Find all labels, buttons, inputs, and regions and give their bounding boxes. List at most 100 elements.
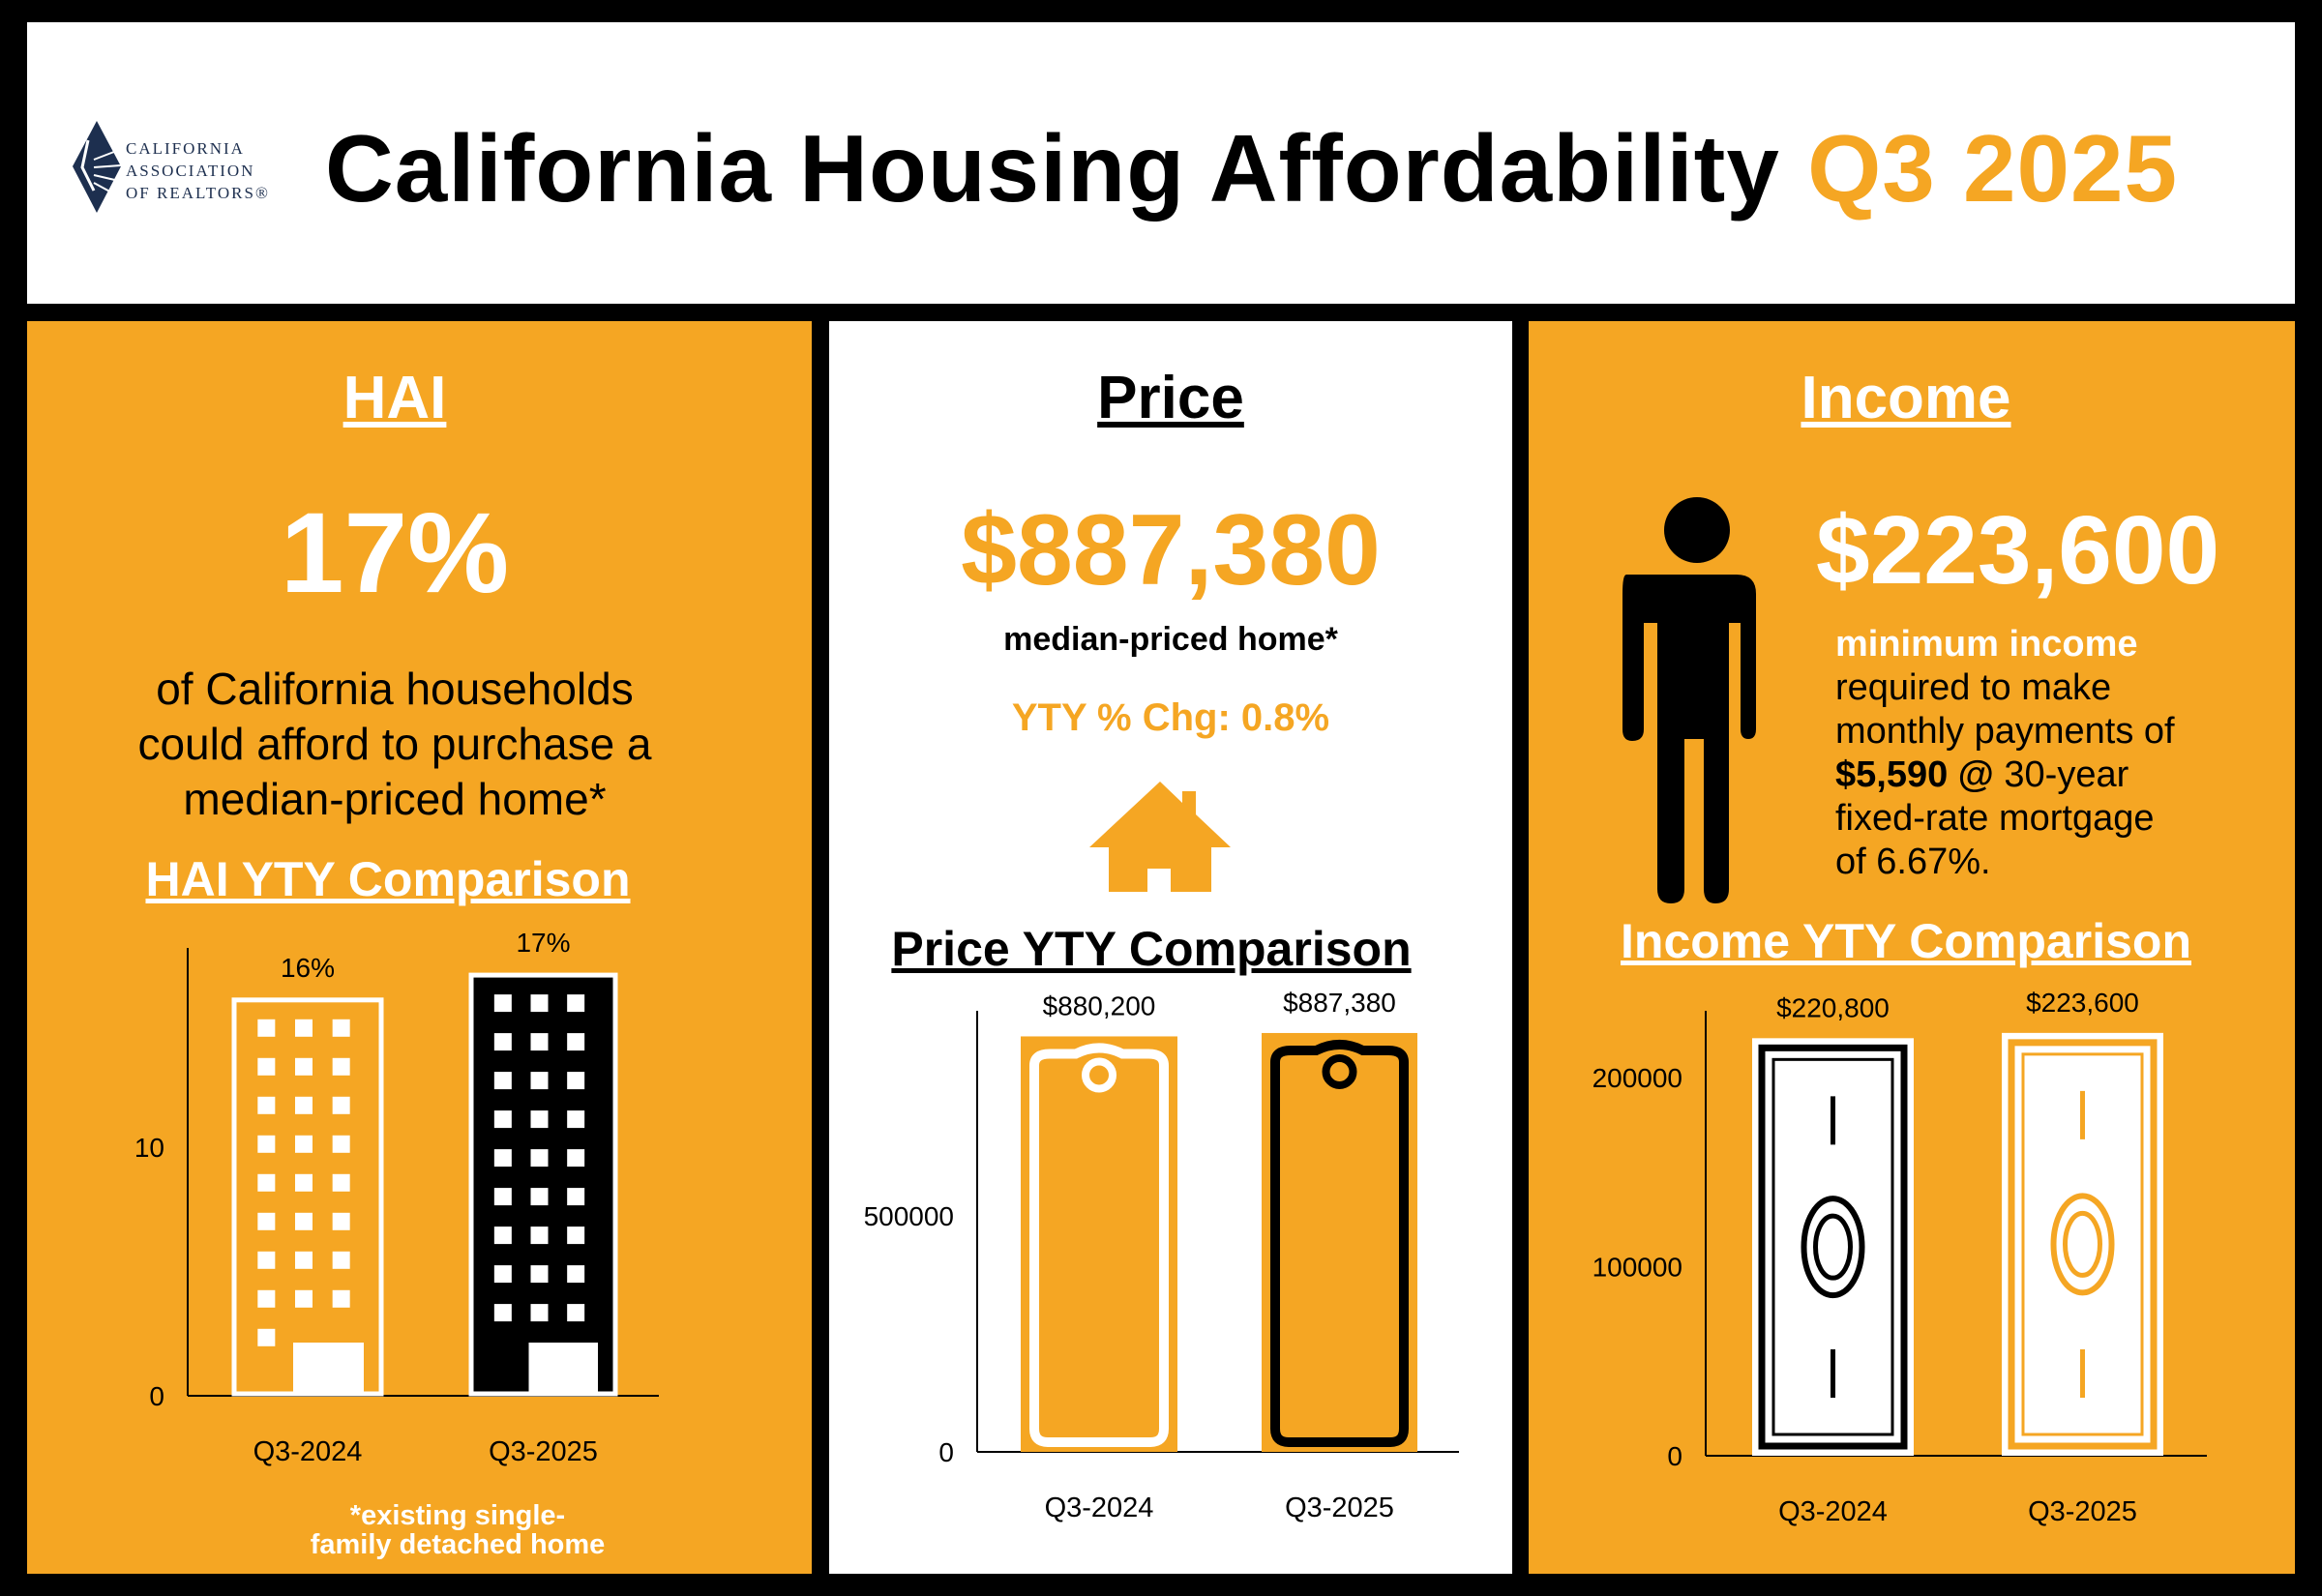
window	[567, 1149, 585, 1167]
window	[567, 1227, 585, 1245]
window	[257, 1057, 276, 1076]
price-comparison-heading: Price YTY Comparison	[891, 922, 1412, 976]
desc-line-payment: $5,590 @ 30-year	[1835, 754, 2175, 797]
logo-line: ASSOCIATION	[126, 162, 255, 180]
bar	[1021, 1036, 1177, 1452]
window	[567, 1304, 585, 1322]
price-heading: Price	[1097, 365, 1244, 431]
desc-line: of California households	[156, 664, 634, 714]
y-tick-label: 0	[1667, 1441, 1682, 1471]
bill-seal-inner	[2063, 1210, 2102, 1278]
window	[493, 994, 512, 1013]
bill-border	[2008, 1039, 2158, 1450]
window	[332, 1289, 350, 1308]
window	[567, 1110, 585, 1129]
window	[493, 1149, 512, 1167]
person-icon	[1622, 497, 1756, 903]
price-tag-icon	[1262, 1032, 1417, 1452]
footnote-line: family detached home	[310, 1529, 606, 1560]
hai-comparison-heading: HAI YTY Comparison	[145, 852, 631, 906]
window	[493, 1227, 512, 1245]
hai-panel: HAI 17% of California households could a…	[27, 321, 812, 1574]
dollar-bill-icon	[1752, 1038, 1914, 1456]
bill-inner-border	[1771, 1057, 1894, 1436]
house-icon	[1089, 782, 1231, 892]
logo-line: OF REALTORS®	[126, 184, 270, 202]
income-heading: Income	[1801, 365, 2011, 431]
window	[257, 1328, 276, 1346]
window	[257, 1019, 276, 1037]
desc-line: monthly payments of	[1835, 711, 2175, 752]
bar	[1262, 1032, 1417, 1452]
window	[493, 1110, 512, 1129]
dollar-bill-icon	[2002, 1032, 2163, 1456]
x-tick-label: Q3-2025	[489, 1436, 598, 1467]
y-tick-label: 500000	[864, 1201, 954, 1231]
x-tick-label: Q3-2025	[2028, 1496, 2137, 1527]
door	[293, 1343, 364, 1394]
window	[295, 1173, 313, 1192]
income-value: $223,600	[1816, 496, 2220, 605]
window	[257, 1173, 276, 1192]
window	[257, 1289, 276, 1308]
term: 30-year	[1993, 754, 2129, 795]
title-period: Q3 2025	[1807, 115, 2179, 222]
window	[530, 1304, 549, 1322]
window	[332, 1096, 350, 1114]
bill-border	[1758, 1044, 1908, 1450]
y-tick-label: 10	[134, 1133, 164, 1163]
x-tick-label: Q3-2024	[1778, 1496, 1888, 1527]
y-tick-label: 100000	[1593, 1253, 1682, 1283]
window	[493, 1072, 512, 1090]
price-description: median-priced home*	[1003, 621, 1338, 658]
payment-amount: $5,590 @	[1835, 754, 1994, 795]
price-tag-hole	[1082, 1057, 1116, 1093]
x-tick-label: Q3-2024	[1045, 1493, 1154, 1523]
data-label: 16%	[281, 953, 335, 983]
window	[257, 1251, 276, 1269]
title-text: California Housing Affordability	[325, 115, 1780, 222]
desc-highlight: minimum income	[1835, 624, 2138, 665]
header: CALIFORNIA ASSOCIATION OF REALTORS® Cali…	[27, 22, 2295, 304]
desc-line: median-priced home*	[183, 774, 607, 824]
price-tag-icon	[1021, 1036, 1177, 1452]
desc-line: of 6.67%.	[1835, 842, 1991, 882]
hai-description: of California households could afford to…	[27, 662, 762, 827]
window	[295, 1289, 313, 1308]
window	[257, 1135, 276, 1153]
income-comparison-heading: Income YTY Comparison	[1621, 914, 2191, 968]
window	[567, 1072, 585, 1090]
window	[530, 1265, 549, 1284]
data-label: $223,600	[2026, 988, 2139, 1018]
data-label: $887,380	[1283, 988, 1396, 1018]
window	[295, 1251, 313, 1269]
logo-text: CALIFORNIA ASSOCIATION OF REALTORS®	[126, 137, 270, 204]
window	[530, 1072, 549, 1090]
price-value: $887,380	[961, 494, 1381, 606]
bill-inner-border	[2021, 1052, 2144, 1436]
y-tick-label: 0	[938, 1437, 954, 1467]
price-tag-hole	[1322, 1053, 1357, 1089]
window	[257, 1212, 276, 1230]
window	[530, 1188, 549, 1206]
x-tick-label: Q3-2024	[253, 1436, 363, 1467]
hai-heading: HAI	[342, 365, 447, 431]
building-icon	[231, 997, 384, 1397]
price-tag-outline	[1270, 1039, 1409, 1447]
window	[332, 1135, 350, 1153]
window	[257, 1096, 276, 1114]
window	[493, 1033, 512, 1051]
price-yty-change: YTY % Chg: 0.8%	[1011, 696, 1330, 739]
y-tick-label: 0	[149, 1381, 164, 1411]
window	[493, 1265, 512, 1284]
building-icon	[468, 972, 618, 1397]
window	[332, 1173, 350, 1192]
window	[567, 1265, 585, 1284]
data-label: $220,800	[1776, 992, 1890, 1022]
y-tick-label: 200000	[1593, 1063, 1682, 1093]
window	[332, 1057, 350, 1076]
desc-line: could afford to purchase a	[137, 719, 652, 769]
window	[567, 1188, 585, 1206]
hai-footnote: *existing single- family detached home	[119, 1501, 796, 1559]
